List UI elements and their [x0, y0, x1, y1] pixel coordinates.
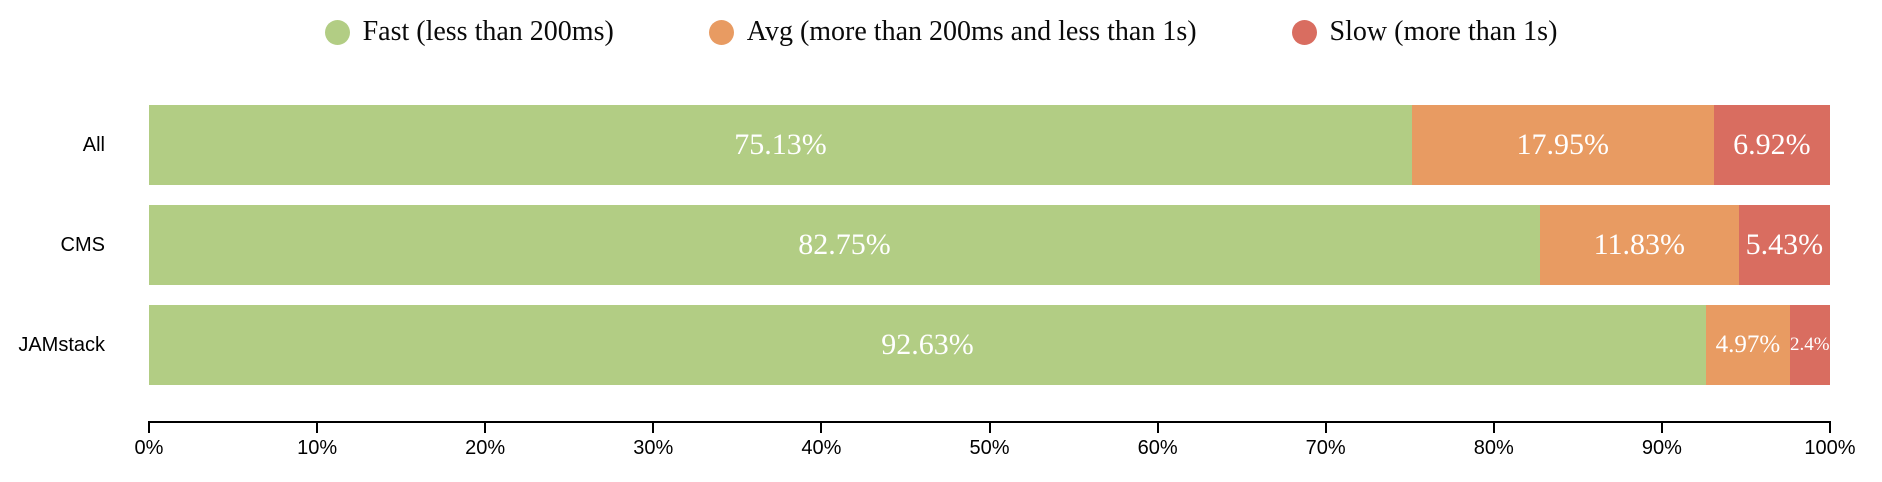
legend: Fast (less than 200ms) Avg (more than 20…: [0, 0, 1882, 50]
bar-segment: 11.83%: [1539, 205, 1739, 285]
bar-row-all: All 75.13% 17.95% 6.92%: [0, 95, 1882, 195]
legend-label-avg: Avg (more than 200ms and less than 1s): [746, 16, 1197, 47]
legend-marker-avg-icon: [708, 19, 734, 45]
axis-tick: [316, 421, 319, 433]
bar-segment: 17.95%: [1411, 105, 1714, 185]
bar-segment-value-label: 82.75%: [798, 228, 891, 261]
bar-segment-value-label: 11.83%: [1593, 228, 1686, 261]
axis-tick: [1156, 421, 1159, 433]
x-axis-line: 0% 10% 20% 30% 40% 50% 60% 70% 80% 90% 100%: [135, 421, 1856, 459]
bar-segment: 2.4%: [1789, 305, 1830, 385]
axis-tick-label: 100%: [1804, 437, 1856, 459]
axis-tick-label: 40%: [801, 437, 842, 459]
legend-marker-fast-icon: [324, 19, 350, 45]
axis-tick-label: 0%: [134, 437, 164, 459]
stacked-bar: 75.13% 17.95% 6.92%: [149, 105, 1830, 185]
axis-tick-label: 60%: [1137, 437, 1178, 459]
axis-tick: [1492, 421, 1495, 433]
axis-tick: [484, 421, 487, 433]
bar-segment: 75.13%: [149, 105, 1412, 185]
axis-tick: [1324, 421, 1327, 433]
legend-label-slow: Slow (more than 1s): [1329, 16, 1558, 47]
x-axis: 0% 10% 20% 30% 40% 50% 60% 70% 80% 90% 100%: [135, 421, 1856, 459]
axis-tick-label: 90%: [1641, 437, 1682, 459]
axis-tick-label: 70%: [1305, 437, 1346, 459]
legend-label-fast: Fast (less than 200ms): [362, 16, 614, 47]
bar-segment-value-label: 17.95%: [1516, 128, 1610, 161]
axis-tick-label: 80%: [1473, 437, 1514, 459]
bar-segment-value-label: 92.63%: [881, 328, 974, 361]
axis-tick: [652, 421, 655, 433]
axis-tick: [988, 421, 991, 433]
axis-tick: [1660, 421, 1663, 433]
legend-item-slow: Slow (more than 1s): [1291, 16, 1558, 48]
bar-segment: 6.92%: [1713, 105, 1830, 185]
bar-segment: 4.97%: [1706, 305, 1790, 385]
axis-tick: [148, 421, 150, 433]
axis-tick-label: 20%: [465, 437, 506, 459]
bar-segment-value-label: 75.13%: [734, 128, 827, 161]
stacked-bar: 92.63% 4.97% 2.4%: [149, 305, 1830, 385]
bar-segment: 82.75%: [149, 205, 1540, 285]
axis-tick-label: 10%: [297, 437, 338, 459]
legend-item-avg: Avg (more than 200ms and less than 1s): [708, 16, 1197, 48]
category-label: All: [82, 133, 105, 156]
category-label: JAMstack: [18, 333, 105, 356]
bar-row-jamstack: JAMstack 92.63% 4.97% 2.4%: [0, 295, 1882, 395]
stacked-bar: 82.75% 11.83% 5.43%: [149, 205, 1831, 285]
axis-tick: [820, 421, 823, 433]
axis-tick-label: 30%: [633, 437, 674, 459]
bar-segment: 5.43%: [1738, 205, 1831, 285]
plot-area: All 75.13% 17.95% 6.92% CMS 82.75% 11.83% 5.43%…: [0, 95, 1882, 395]
bar-segment: 92.63%: [149, 305, 1707, 385]
bar-segment-value-label: 5.43%: [1745, 228, 1824, 261]
legend-marker-slow-icon: [1291, 19, 1317, 45]
bar-row-cms: CMS 82.75% 11.83% 5.43%: [0, 195, 1882, 295]
axis-tick: [1829, 421, 1831, 433]
bar-segment-value-label: 6.92%: [1733, 128, 1811, 161]
bar-segment-value-label: 4.97%: [1715, 331, 1781, 358]
bar-segment-value-label: 2.4%: [1790, 334, 1830, 355]
axis-tick-label: 50%: [969, 437, 1010, 459]
legend-item-fast: Fast (less than 200ms): [324, 16, 614, 48]
category-label: CMS: [60, 233, 105, 256]
